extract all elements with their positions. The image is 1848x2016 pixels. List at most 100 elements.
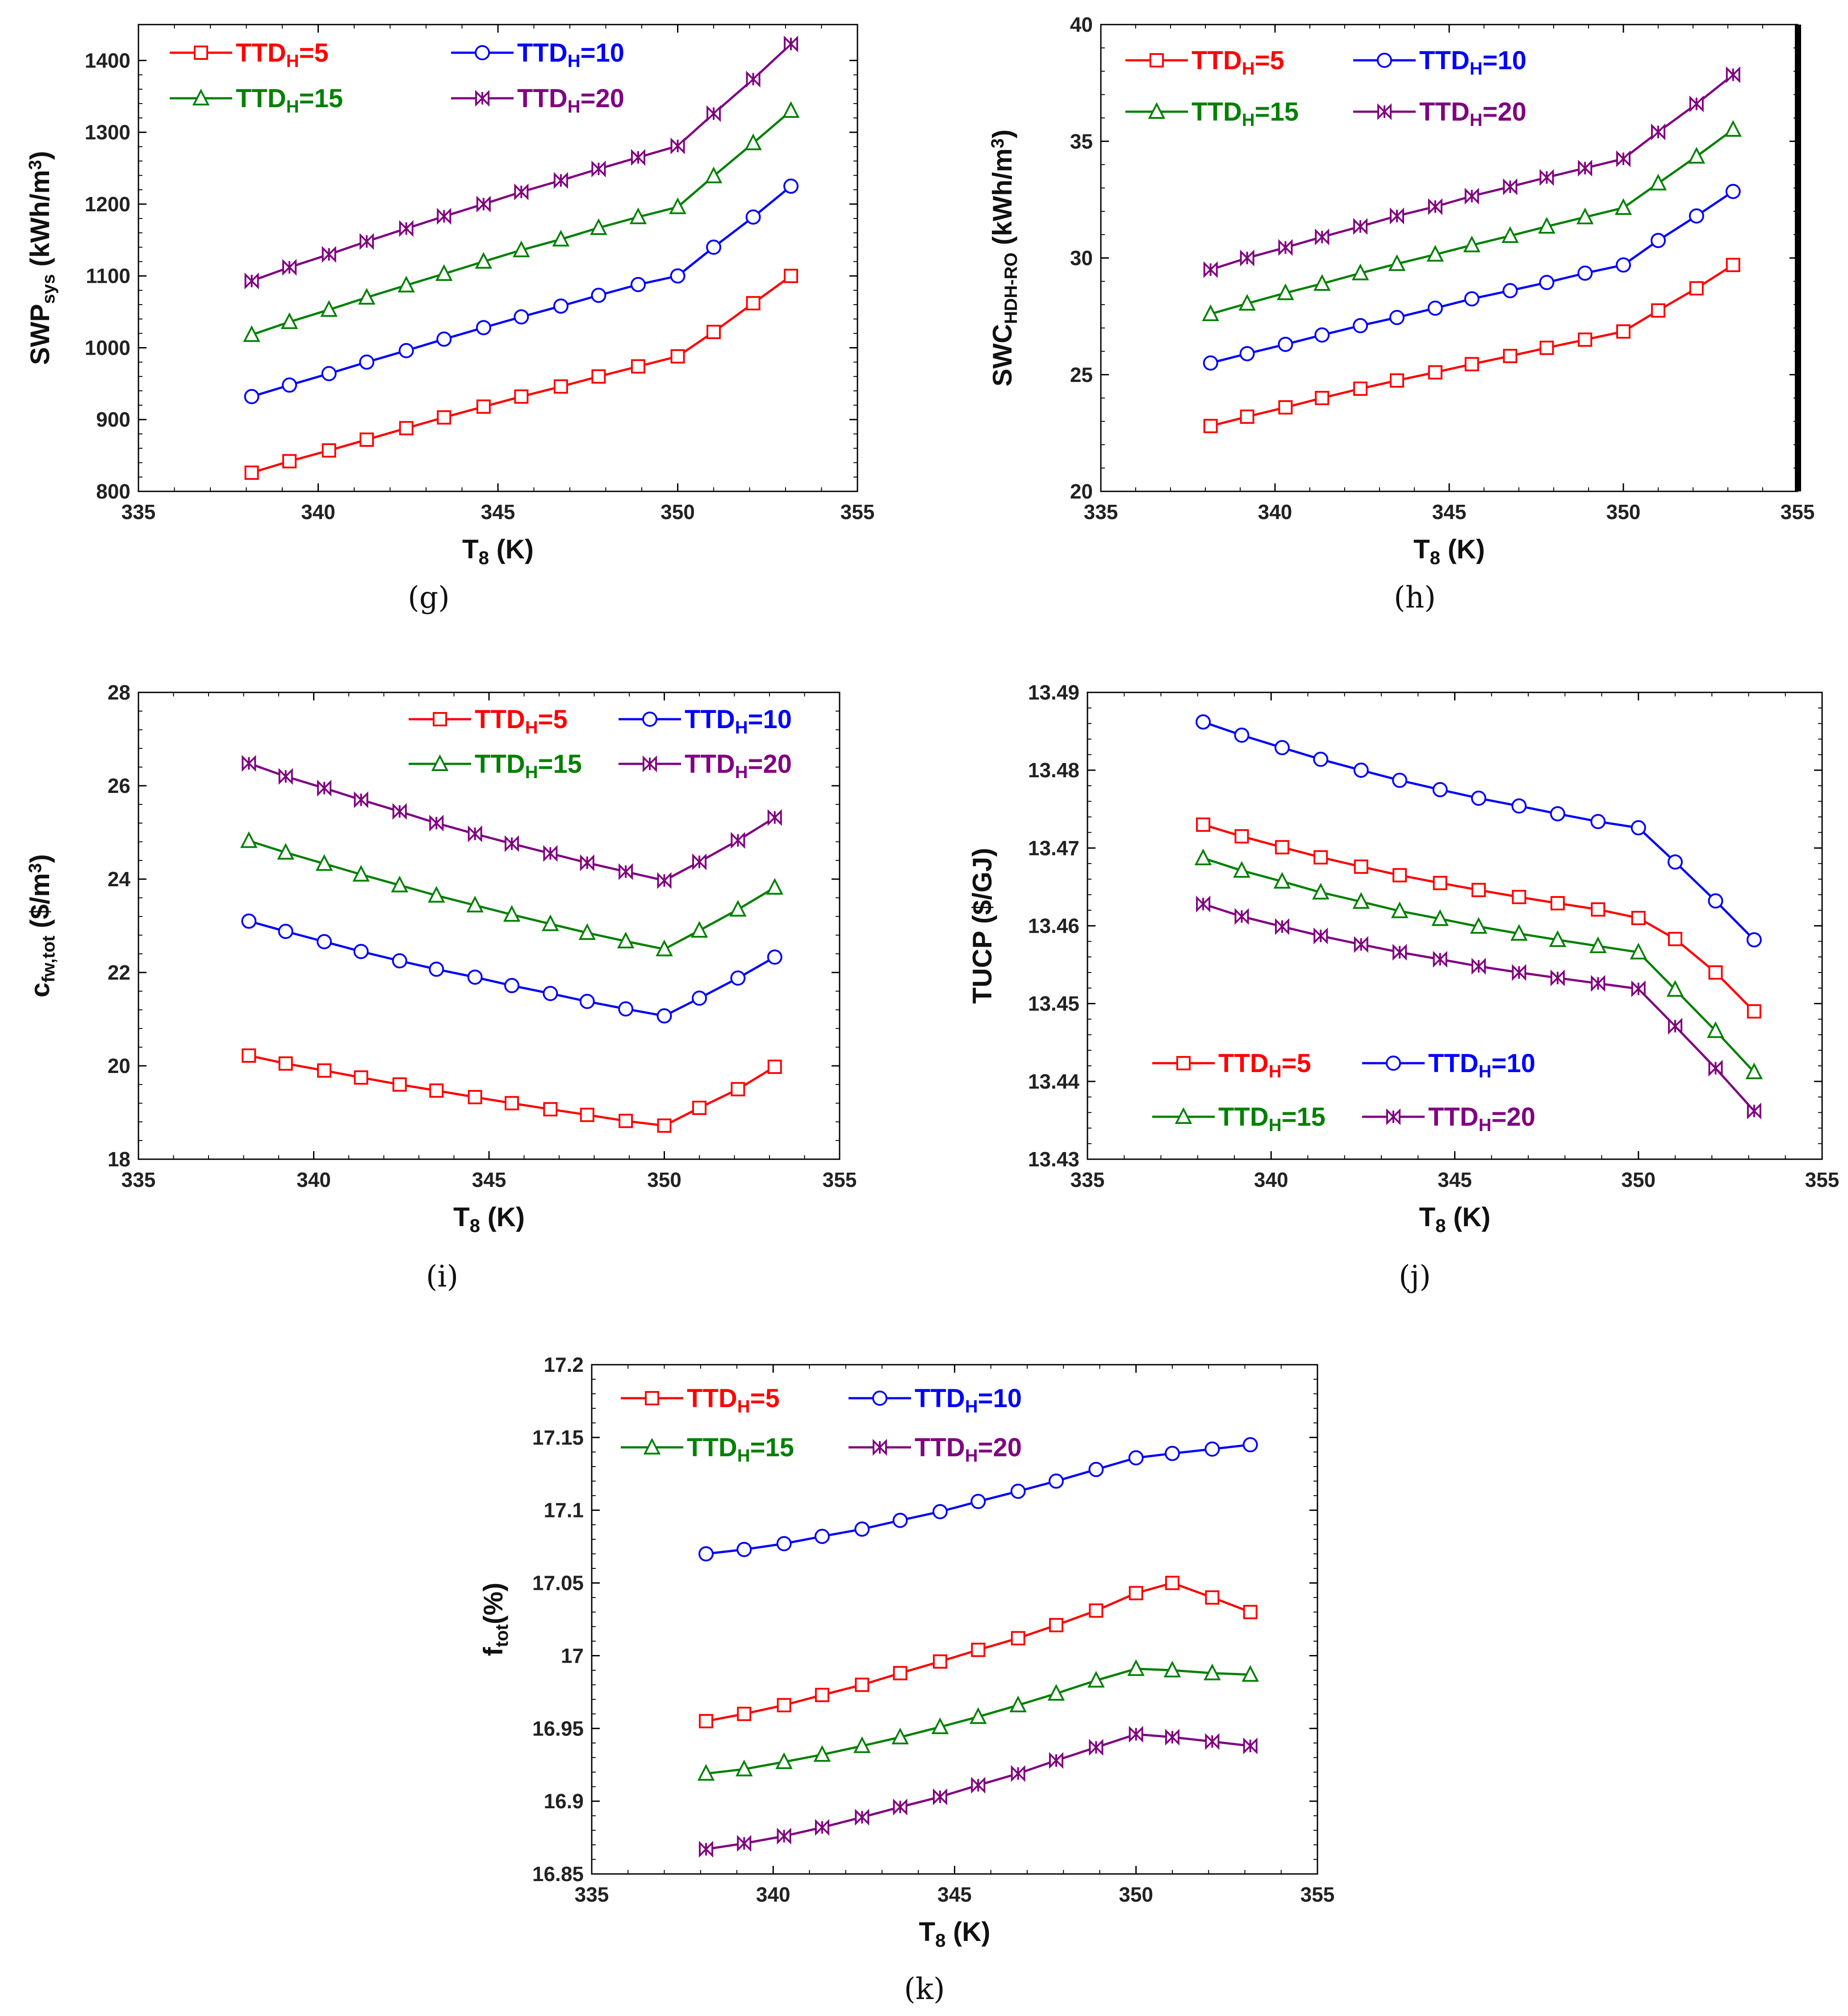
y-tick-label: 1100 (86, 264, 130, 288)
x-tick-label: 350 (1606, 500, 1641, 524)
data-point (360, 233, 374, 250)
data-point (429, 814, 444, 832)
legend-marker (433, 712, 447, 726)
data-point (705, 166, 723, 184)
chart-panel-j: 335 340 345 350 355 13.43 13.44 13.45 13.46 13.47… (967, 681, 1839, 1294)
data-point (1313, 927, 1328, 944)
data-point (542, 914, 559, 931)
legend-label: TTDH=10 (685, 705, 792, 738)
legend-entry-s5: TTDH=5 (621, 1384, 780, 1417)
data-point (543, 1102, 558, 1117)
y-tick-label: 13.48 (1028, 759, 1079, 782)
data-point (1240, 249, 1254, 267)
legend-entry-s20: TTDH=20 (619, 750, 792, 782)
data-point (1539, 275, 1555, 290)
y-tick-label: 16.95 (532, 1717, 584, 1740)
x-tick-label: 335 (1084, 500, 1118, 524)
data-point (1471, 790, 1486, 806)
y-tick-label: 1200 (85, 193, 130, 216)
legend-label: TTDH=10 (915, 1384, 1022, 1417)
data-point (891, 1727, 909, 1744)
legend-entry-s10: TTDH=10 (1362, 1049, 1535, 1081)
data-point (1234, 727, 1250, 743)
data-point (1616, 150, 1631, 168)
data-point (744, 133, 762, 151)
data-point (1353, 318, 1368, 334)
x-tick-label: 345 (481, 500, 515, 524)
data-point (1129, 1726, 1143, 1743)
legend-marker (873, 1439, 887, 1456)
data-point (429, 961, 444, 977)
data-point (1315, 391, 1330, 405)
data-point (1464, 291, 1480, 306)
data-point (692, 1101, 707, 1115)
data-point (1689, 95, 1704, 113)
data-point (398, 343, 414, 358)
data-point (1313, 850, 1328, 865)
data-point (1240, 409, 1254, 424)
data-point (503, 905, 521, 922)
data-point (591, 160, 606, 177)
series-s15 (240, 831, 784, 956)
data-point (1668, 1018, 1682, 1035)
legend-label: TTDH=5 (1192, 46, 1284, 79)
data-point (392, 803, 407, 820)
series-s5 (244, 268, 799, 480)
data-point (435, 264, 453, 281)
data-point (1388, 254, 1406, 271)
series-s10 (244, 178, 799, 404)
data-point (1129, 1586, 1143, 1601)
y-tick-label: 26 (108, 774, 130, 797)
y-tick-label: 16.85 (532, 1862, 584, 1886)
legend-marker (643, 755, 657, 772)
series-s20 (698, 1726, 1258, 1858)
data-point (243, 325, 260, 342)
panel-caption: (g) (408, 580, 450, 615)
data-point (777, 1827, 791, 1845)
data-point (476, 196, 491, 213)
data-point (815, 1688, 829, 1702)
data-point (1689, 281, 1704, 296)
y-tick-label: 16.9 (544, 1790, 584, 1813)
data-point (1087, 1671, 1105, 1688)
data-point (590, 218, 607, 235)
y-tick-label: 13.43 (1028, 1148, 1079, 1171)
y-tick-label: 1300 (85, 121, 130, 144)
data-point (1464, 357, 1479, 372)
data-point (1724, 120, 1742, 137)
data-point (244, 272, 259, 289)
legend-entry-s15: TTDH=15 (1152, 1102, 1325, 1135)
data-point (1275, 840, 1289, 855)
legend-label: TTDH=15 (236, 84, 343, 117)
data-point (1314, 327, 1330, 343)
data-point (1502, 283, 1518, 298)
y-tick-label: 17.05 (532, 1572, 584, 1595)
x-axis-label: T8 (K) (919, 1917, 991, 1951)
x-tick-label: 335 (1070, 1168, 1105, 1191)
data-point (729, 900, 747, 917)
data-point (321, 366, 337, 381)
data-point (1433, 951, 1447, 968)
data-point (1049, 1473, 1064, 1489)
data-point (1651, 233, 1666, 248)
legend-marker (1150, 53, 1164, 67)
data-point (1464, 188, 1479, 205)
data-point (1747, 1102, 1761, 1119)
legend-marker (475, 90, 489, 107)
data-point (427, 886, 445, 903)
data-point (707, 105, 721, 122)
series-s15 (243, 101, 800, 342)
data-point (359, 354, 375, 370)
data-point (767, 809, 782, 826)
data-point (1165, 1576, 1179, 1590)
data-point (552, 230, 570, 247)
legend-marker (1386, 1056, 1401, 1071)
data-point (244, 389, 259, 404)
data-point (282, 377, 297, 393)
legend-entry-s20: TTDH=20 (849, 1433, 1022, 1466)
data-point (278, 1056, 293, 1071)
legend-entry-s5: TTDH=5 (1152, 1049, 1311, 1081)
y-tick-label: 1000 (85, 336, 130, 359)
legend-entry-s5: TTDH=5 (1125, 46, 1284, 79)
data-point (617, 931, 635, 948)
